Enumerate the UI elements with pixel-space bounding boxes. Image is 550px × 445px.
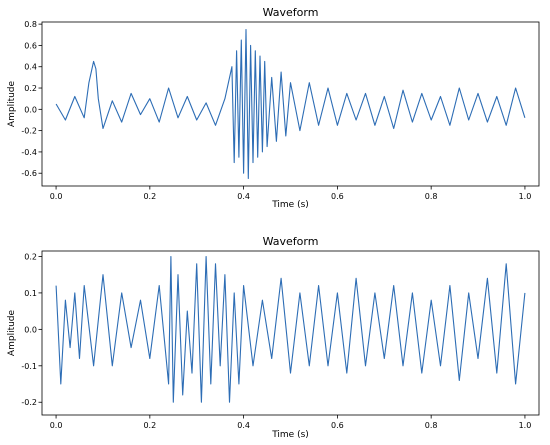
x-tick-label: 0.8 [425, 421, 438, 430]
plot-frame [41, 250, 540, 416]
y-tick-label: 0.8 [24, 20, 37, 29]
y-tick-label: 0.0 [24, 105, 37, 114]
x-tick-label: 0.0 [50, 192, 63, 201]
y-tick-label: 0.2 [24, 84, 37, 93]
y-tick-label: -0.2 [21, 127, 37, 136]
y-ticks: -0.2 -0.1 0.0 0.1 0.2 [21, 252, 42, 407]
y-tick-label: 0.2 [24, 252, 37, 261]
y-tick-label: -0.6 [21, 169, 37, 178]
x-ticks: 0.0 0.2 0.4 0.6 0.8 1.0 [50, 415, 532, 430]
y-tick-label: -0.2 [21, 398, 37, 407]
x-tick-label: 0.4 [237, 192, 250, 201]
plot-frame [41, 21, 540, 187]
x-tick-label: 1.0 [519, 192, 532, 201]
y-axis-label: Amplitude [7, 309, 17, 356]
waveform-line [55, 28, 526, 180]
waveform-plot-bottom: Waveform 0.0 0.2 0.4 0.6 0.8 1.0 -0.2-0.10.00… [7, 235, 540, 440]
y-tick-label: 0.6 [24, 41, 37, 50]
y-axis-label: Amplitude [7, 80, 17, 127]
x-axis-label: Time (s) [271, 430, 309, 440]
x-tick-label: 0.8 [425, 192, 438, 201]
x-tick-label: 0.6 [331, 192, 344, 201]
x-tick-label: 0.6 [331, 421, 344, 430]
waveform-line [55, 255, 526, 403]
x-ticks: 0.0 0.2 0.4 0.6 0.8 1.0 [50, 186, 532, 201]
y-tick-label: -0.1 [21, 362, 37, 371]
y-ticks: -0.6 -0.4 -0.2 0.0 0.2 0.4 0.6 0.8 [21, 20, 42, 178]
x-tick-label: 1.0 [519, 421, 532, 430]
x-axis-label: Time (s) [271, 200, 309, 210]
plot-title: Waveform [263, 235, 319, 248]
waveform-plot-top: Waveform 0.0 0.2 0.4 0.6 0.8 1.0 -0.6 -0.4 -0.2… [7, 6, 540, 210]
y-tick-label: 0.4 [24, 63, 37, 72]
x-tick-label: 0.0 [50, 421, 63, 430]
x-tick-label: 0.2 [143, 192, 156, 201]
plot-title: Waveform [263, 6, 319, 19]
y-tick-label: 0.1 [24, 289, 37, 298]
x-tick-label: 0.2 [143, 421, 156, 430]
y-tick-label: -0.4 [21, 148, 37, 157]
y-tick-label: 0.0 [24, 325, 37, 334]
x-tick-label: 0.4 [237, 421, 250, 430]
